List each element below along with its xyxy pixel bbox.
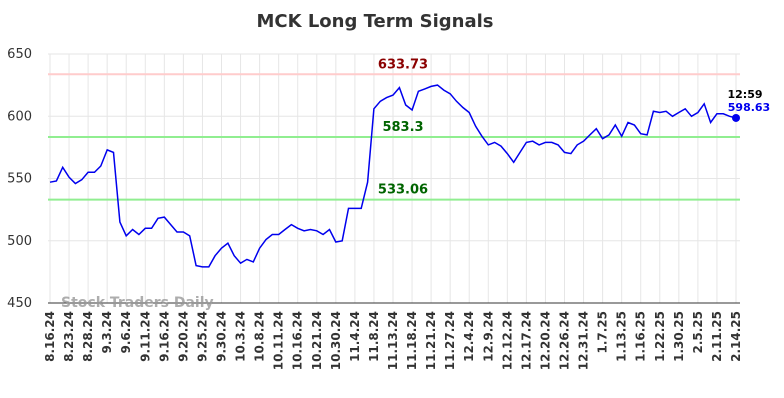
price-line <box>49 84 737 268</box>
x-tick-label: 9.6.24 <box>119 311 133 354</box>
x-tick-label: 11.8.24 <box>367 311 381 362</box>
last-point <box>732 113 740 122</box>
x-tick-label: 8.28.24 <box>81 311 95 362</box>
last-time: 12:59 <box>727 88 762 101</box>
x-tick-label: 9.30.24 <box>215 311 229 362</box>
last-value: 598.63 <box>728 101 770 114</box>
x-tick-label: 10.11.24 <box>272 311 286 370</box>
x-tick-label: 12.9.24 <box>481 311 495 362</box>
x-tick-label: 11.27.24 <box>443 311 457 370</box>
x-tick-label: 11.21.24 <box>424 311 438 370</box>
x-tick-label: 2.11.25 <box>710 311 724 362</box>
x-tick-label: 12.20.24 <box>538 311 552 370</box>
x-tick-label: 12.26.24 <box>558 311 572 370</box>
chart-title: MCK Long Term Signals <box>257 11 494 32</box>
x-tick-label: 2.14.25 <box>729 311 743 362</box>
x-tick-label: 10.3.24 <box>234 311 248 362</box>
x-tick-label: 11.4.24 <box>348 311 362 362</box>
x-tick-label: 9.11.24 <box>138 311 152 362</box>
watermark: Stock Traders Daily <box>61 295 214 311</box>
x-tick-label: 10.30.24 <box>329 311 343 370</box>
x-tick-label: 8.16.24 <box>43 311 57 362</box>
x-tick-label: 2.5.25 <box>691 311 705 354</box>
x-tick-label: 12.4.24 <box>462 311 476 362</box>
y-tick-label: 450 <box>7 296 32 311</box>
x-tick-label: 10.8.24 <box>253 311 267 362</box>
x-tick-label: 11.18.24 <box>405 311 419 370</box>
reference-label: 533.06 <box>378 183 428 198</box>
y-tick-label: 500 <box>7 234 32 249</box>
reference-label: 583.3 <box>382 120 423 135</box>
y-tick-label: 650 <box>7 47 32 62</box>
x-tick-label: 8.23.24 <box>62 311 76 362</box>
x-tick-label: 12.31.24 <box>577 311 591 370</box>
x-tick-label: 1.13.25 <box>615 311 629 362</box>
x-tick-label: 9.3.24 <box>100 311 114 354</box>
y-tick-label: 600 <box>7 109 32 124</box>
y-tick-label: 550 <box>7 172 32 187</box>
x-tick-label: 1.16.25 <box>634 311 648 362</box>
x-tick-label: 9.16.24 <box>157 311 171 362</box>
x-tick-label: 1.7.25 <box>596 311 610 354</box>
x-tick-label: 12.17.24 <box>519 311 533 370</box>
x-tick-label: 1.30.25 <box>672 311 686 362</box>
reference-label: 633.73 <box>378 57 428 72</box>
x-tick-label: 10.21.24 <box>310 311 324 370</box>
x-tick-label: 9.20.24 <box>176 311 190 362</box>
x-tick-label: 11.13.24 <box>386 311 400 370</box>
x-tick-label: 12.12.24 <box>500 311 514 370</box>
x-tick-label: 1.22.25 <box>653 311 667 362</box>
x-tick-label: 9.25.24 <box>195 311 209 362</box>
x-tick-label: 10.16.24 <box>291 311 305 370</box>
